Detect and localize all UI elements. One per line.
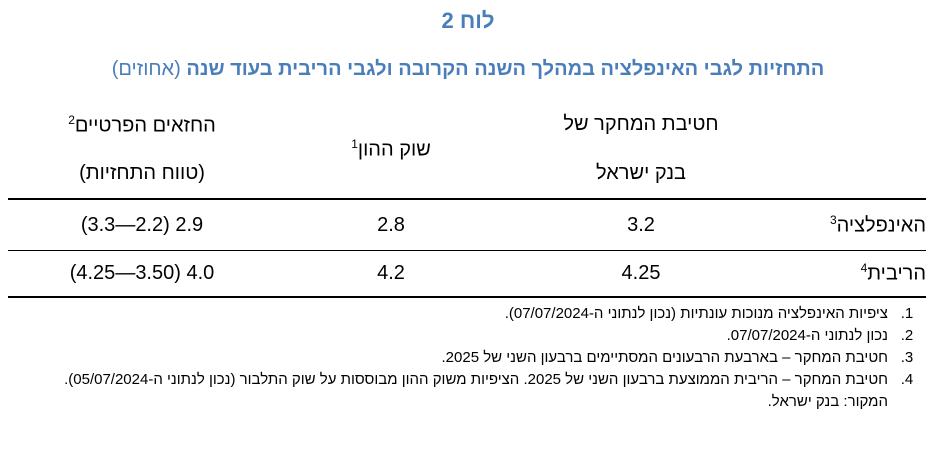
header-line: (טווח התחזיות) [79,162,205,185]
row-label: הריבית4 [776,261,926,286]
footnote: 4. חטיבת המחקר – הריבית הממוצעת ברבעון הש… [11,369,926,391]
header-line: החזאים הפרטיים2 [68,113,216,138]
footnote-text: ציפיות האינפלציה מנוכות עונתיות (נכון לנ… [504,305,888,322]
footnote-text: חטיבת המחקר – הריבית הממוצעת ברבעון השני… [64,371,888,388]
footnote-ref: 4 [860,261,868,276]
footnote-marker: 4. [900,371,914,388]
footnotes: 1. ציפיות האינפלציה מנוכות עונתיות (נכון … [11,303,926,413]
corner [776,100,926,198]
header-text: חטיבת המחקר של [563,113,719,135]
header-text: החזאים הפרטיים [74,114,216,137]
header-line: חטיבת המחקר של [563,113,718,136]
column-header: שוק ההון1 [276,100,506,198]
column-header: חטיבת המחקר של בנק ישראל [506,100,776,198]
footnote-marker: 2. [900,327,914,344]
footnote-text: נכון לנתוני ה-07/07/2024. [726,327,888,344]
subtitle: התחזיות לגבי האינפלציה במהלך השנה הקרובה… [0,58,936,81]
source: המקור: בנק ישראל. [767,393,888,410]
footnote-ref: 1 [351,136,358,151]
column-header: החזאים הפרטיים2 (טווח התחזיות) [8,100,276,198]
table-row: הריבית4 4.25 4.2 4.0 (3.50—4.25) [8,251,926,298]
cell: 4.25 [621,262,661,284]
footnote-text: חטיבת המחקר – בארבעת הרבעונים המסתיימים … [441,349,889,366]
header-line: שוק ההון1 [351,137,431,162]
header-text: בנק ישראל [596,162,686,184]
label-text: הריבית [867,262,926,285]
footnote-marker: 1. [900,305,914,322]
cell: 4.0 (3.50—4.25) [69,262,215,284]
header-text: (טווח התחזיות) [79,162,205,185]
footnote-ref: 2 [68,112,75,127]
cell: 3.2 [627,213,655,236]
header-text: שוק ההון [357,138,431,161]
unit: (אחוזים) [111,58,181,80]
cell: 4.2 [377,262,405,284]
row-label: האינפלציה3 [776,213,926,238]
table-header: חטיבת המחקר של בנק ישראל שוק ההון1 החזאים ה… [8,100,926,200]
footnote: 3. חטיבת המחקר – בארבעת הרבעונים המסתיימי… [11,347,926,369]
footnote-ref: 3 [829,212,837,227]
label-text: האינפלציה [836,214,926,237]
table-row: האינפלציה3 3.2 2.8 2.9 (2.2—3.3) [8,200,926,251]
header-line: בנק ישראל [596,162,686,185]
cell: 2.9 (2.2—3.3) [80,213,204,236]
title: לוח 2 [441,8,495,33]
footnote-marker: 3. [900,349,914,366]
subtitle-text: התחזיות לגבי האינפלציה במהלך השנה הקרובה… [186,58,825,80]
footnote: 2. נכון לנתוני ה-07/07/2024. [11,325,926,347]
footnote: 1. ציפיות האינפלציה מנוכות עונתיות (נכון … [11,303,926,325]
cell: 2.8 [377,213,405,236]
